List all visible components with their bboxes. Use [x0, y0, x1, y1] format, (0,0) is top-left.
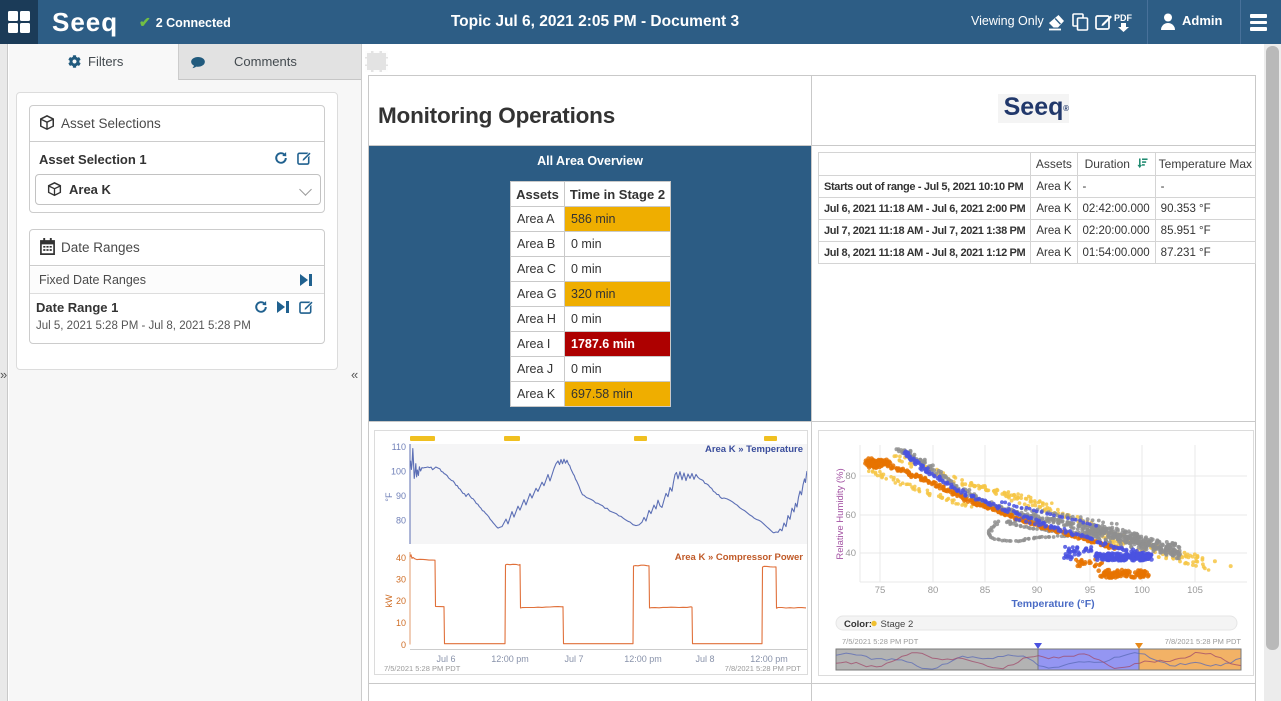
svg-text:0: 0	[401, 640, 406, 650]
svg-text:105: 105	[1187, 585, 1203, 596]
svg-text:20: 20	[396, 596, 406, 606]
svg-text:Area K » Compressor Power: Area K » Compressor Power	[675, 552, 804, 563]
svg-text:110: 110	[392, 442, 406, 452]
svg-text:Color:: Color:	[844, 619, 872, 630]
svg-text:40: 40	[396, 553, 406, 563]
svg-text:Stage 2: Stage 2	[881, 619, 914, 630]
svg-text:90: 90	[1032, 585, 1043, 596]
svg-text:kW: kW	[384, 594, 394, 608]
svg-text:7/5/2021 5:28 PM PDT: 7/5/2021 5:28 PM PDT	[842, 637, 919, 646]
svg-text:12:00 pm: 12:00 pm	[491, 654, 529, 664]
svg-text:75: 75	[875, 585, 886, 596]
svg-text:80: 80	[928, 585, 939, 596]
svg-text:40: 40	[845, 548, 856, 559]
svg-text:85: 85	[980, 585, 991, 596]
svg-text:80: 80	[845, 471, 856, 482]
svg-text:80: 80	[396, 516, 406, 526]
svg-text:10: 10	[396, 618, 406, 628]
svg-text:90: 90	[396, 491, 406, 501]
svg-text:PDF: PDF	[1114, 13, 1133, 23]
svg-text:Relative Humidity (%): Relative Humidity (%)	[835, 468, 846, 559]
svg-text:Area K » Temperature: Area K » Temperature	[705, 444, 803, 455]
svg-text:7/8/2021 5:28 PM PDT: 7/8/2021 5:28 PM PDT	[1165, 637, 1242, 646]
svg-text:Temperature (°F): Temperature (°F)	[1011, 598, 1094, 610]
svg-text:Jul 7: Jul 7	[564, 654, 583, 664]
svg-text:7/5/2021 5:28 PM PDT: 7/5/2021 5:28 PM PDT	[384, 664, 461, 673]
svg-text:°F: °F	[384, 492, 394, 502]
svg-text:12:00 pm: 12:00 pm	[624, 654, 662, 664]
svg-text:12:00 pm: 12:00 pm	[750, 654, 788, 664]
svg-text:Jul 6: Jul 6	[436, 654, 455, 664]
svg-text:60: 60	[845, 510, 856, 521]
svg-text:30: 30	[396, 575, 406, 585]
svg-text:Jul 8: Jul 8	[695, 654, 714, 664]
svg-text:100: 100	[391, 467, 406, 477]
svg-text:100: 100	[1134, 585, 1150, 596]
svg-text:7/8/2021 5:28 PM PDT: 7/8/2021 5:28 PM PDT	[725, 664, 802, 673]
svg-text:95: 95	[1085, 585, 1096, 596]
